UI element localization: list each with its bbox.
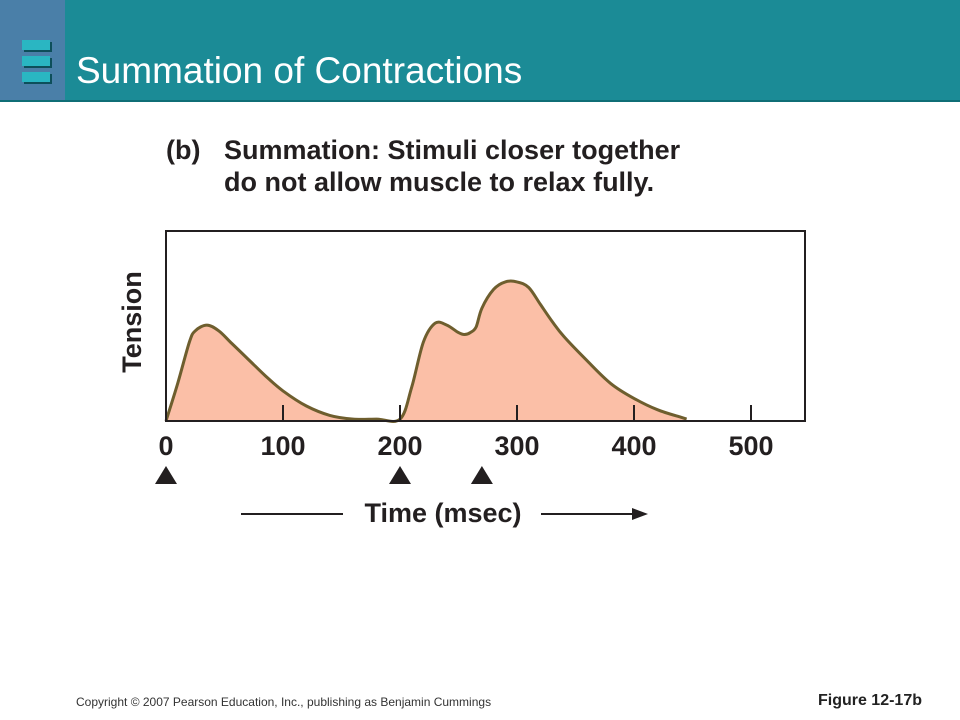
stimulus-markers (155, 466, 493, 484)
x-axis-tick-labels: 0 100 200 300 400 500 (158, 431, 773, 461)
x-tick-label: 300 (494, 431, 539, 461)
chart-marks (164, 279, 688, 423)
x-axis-ticks (282, 405, 752, 421)
logo-bar (22, 56, 50, 66)
caption-bold-term: Summation: (224, 135, 381, 165)
stimulus-triangle-icon (470, 466, 493, 484)
header-accent-tab (0, 0, 65, 100)
logo-bar (22, 40, 50, 50)
figure-number: Figure 12-17b (817, 692, 922, 709)
plot-frame (165, 230, 806, 422)
stimulus-triangle-icon (155, 466, 177, 484)
caption-panel-label: (b) (166, 135, 201, 165)
slide-header (0, 0, 960, 100)
stimulus-triangle-icon (389, 466, 411, 484)
caption-line-1: (b) Summation: Stimuli closer together (166, 134, 806, 166)
x-tick-label: 200 (377, 431, 422, 461)
logo-bar (22, 72, 50, 82)
x-tick-label: 100 (260, 431, 305, 461)
tension-area (166, 281, 687, 422)
slide-title: Summation of Contractions (76, 50, 523, 91)
x-tick-label: 500 (728, 431, 773, 461)
x-axis-label: Time (msec) (364, 498, 521, 528)
figure-caption: (b) Summation: Stimuli closer together do… (166, 134, 806, 198)
y-axis-label: Tension (117, 271, 147, 373)
x-axis-arrow-icon (632, 508, 648, 520)
x-axis-title-group: Time (msec) (241, 498, 648, 528)
tension-curve (164, 279, 688, 423)
x-tick-label: 400 (611, 431, 656, 461)
caption-text-1: Stimuli closer together (387, 135, 681, 165)
copyright-notice: Copyright © 2007 Pearson Education, Inc.… (76, 695, 492, 709)
x-tick-label: 0 (158, 431, 173, 461)
caption-line-2: do not allow muscle to relax fully. (224, 167, 655, 197)
header-divider (0, 100, 960, 102)
